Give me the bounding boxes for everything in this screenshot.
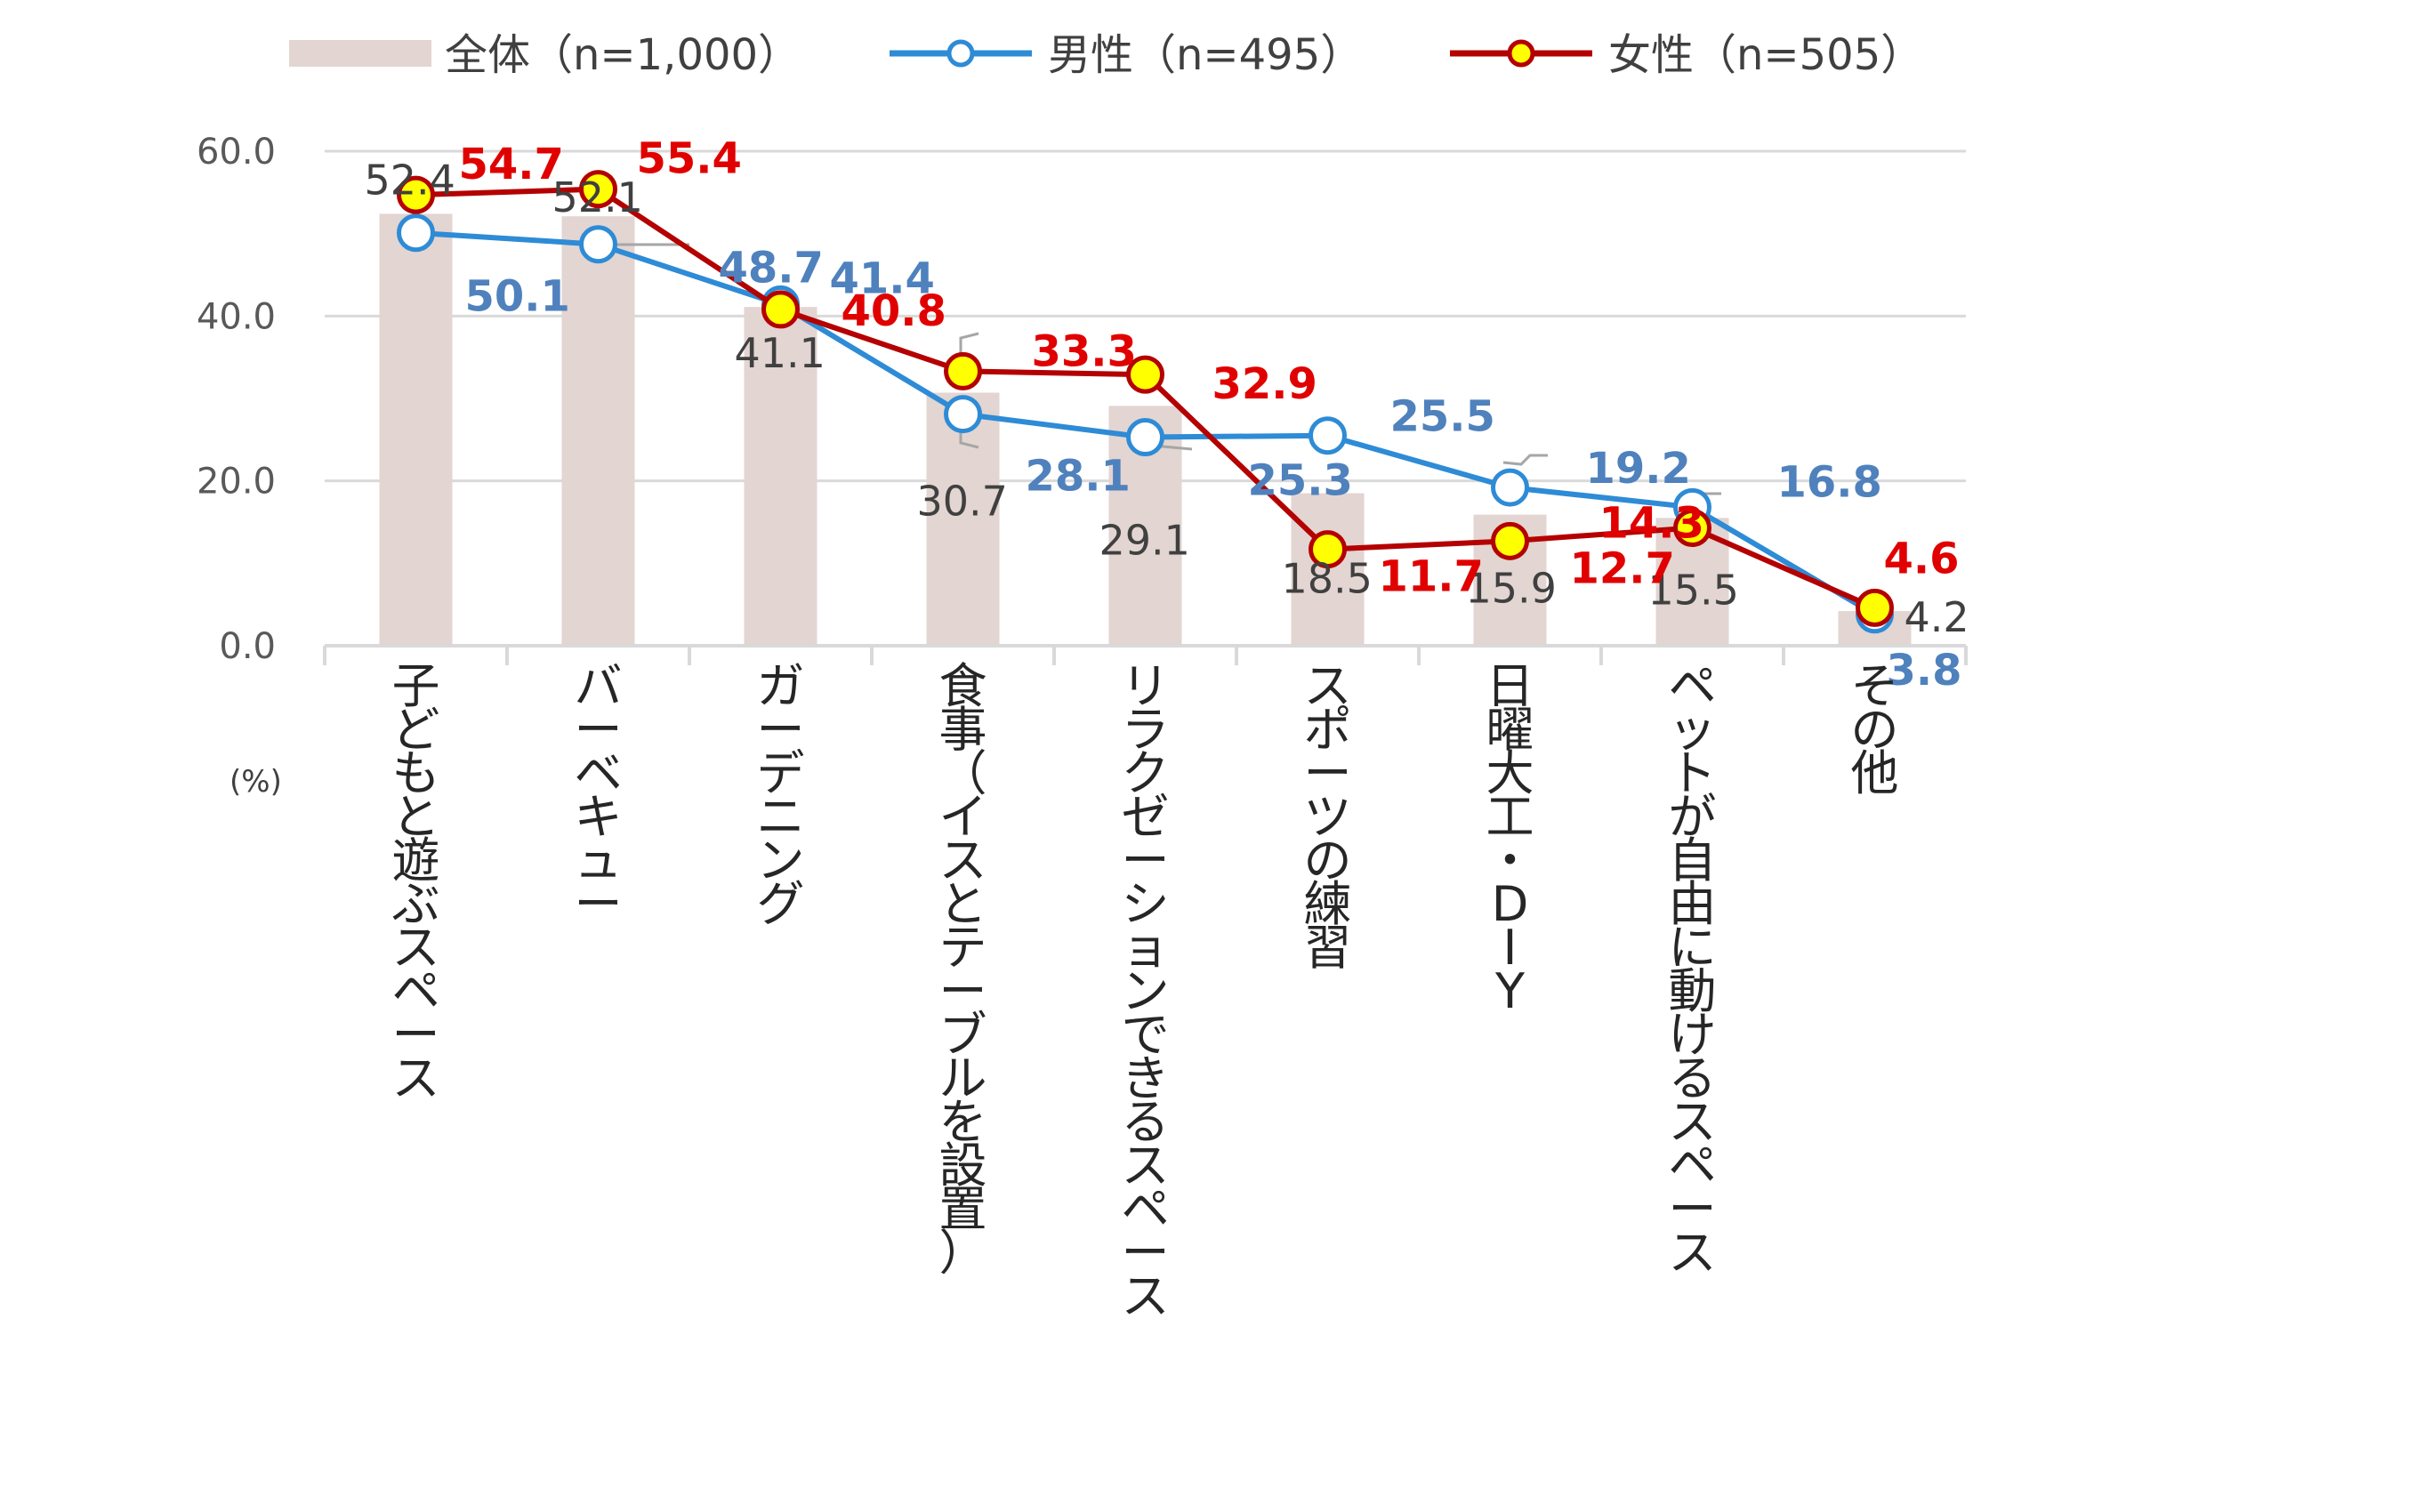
data-label-all: 30.7 [917, 478, 1008, 526]
data-label-male: 25.5 [1390, 392, 1495, 442]
bar-all [926, 392, 1000, 646]
category-label: ペットが自由に動けるスペース [1669, 658, 1717, 1281]
category-label: バーベキュー [575, 658, 623, 932]
data-label-female: 12.7 [1570, 543, 1675, 593]
marker-male [944, 395, 982, 434]
marker-male [397, 213, 435, 253]
data-label-all: 41.1 [735, 329, 825, 377]
data-label-male: 19.2 [1586, 444, 1691, 494]
data-label-all: 4.2 [1905, 593, 1969, 641]
category-label: ガーデニング [757, 658, 805, 932]
label-leader-line [1502, 454, 1548, 466]
y-tick-label: 20.0 [197, 462, 276, 503]
bar-all [561, 216, 635, 646]
y-tick-label: 40.0 [197, 296, 276, 337]
bar-all [379, 213, 453, 646]
category-label: 食事（イスとテーブルを設置） [939, 658, 987, 1281]
unit-label: (%) [230, 764, 282, 800]
marker-female [579, 170, 617, 209]
data-label-female: 33.3 [1032, 326, 1137, 376]
data-label-all: 15.9 [1466, 565, 1557, 613]
data-label-female: 32.9 [1212, 359, 1317, 409]
bar-all [744, 307, 817, 646]
category-label: その他 [1851, 658, 1899, 801]
data-label-female: 11.7 [1379, 552, 1484, 602]
data-label-all: 52.4 [365, 156, 455, 204]
legend-marker-male [946, 39, 975, 68]
data-label-female: 55.4 [637, 134, 742, 184]
bar-all [1291, 493, 1365, 646]
marker-female [944, 351, 982, 390]
marker-female [1126, 355, 1164, 394]
marker-male [579, 225, 617, 264]
marker-male [1491, 468, 1529, 507]
y-tick-label: 60.0 [197, 132, 276, 173]
data-label-male: 25.3 [1248, 456, 1353, 506]
category-label: リラクゼーションできるスペース [1122, 658, 1170, 1324]
marker-female [1309, 530, 1347, 569]
data-label-male: 41.4 [830, 253, 935, 303]
data-label-all: 52.1 [552, 173, 643, 221]
legend-label-all: 全体（n=1,000） [445, 30, 801, 80]
legend-marker-female [1507, 39, 1535, 68]
marker-male [1126, 418, 1164, 457]
data-label-all: 15.5 [1648, 566, 1739, 614]
category-label: 日曜大工・ D I Y [1486, 658, 1534, 1019]
marker-female [1673, 508, 1711, 547]
data-label-male: 3.8 [1887, 646, 1962, 696]
data-label-male: 50.1 [465, 272, 570, 322]
data-label-all: 18.5 [1282, 555, 1373, 603]
marker-male [1309, 416, 1347, 455]
data-label-male: 28.1 [1026, 452, 1131, 502]
data-label-female: 54.7 [459, 140, 564, 189]
data-label-all: 29.1 [1099, 516, 1190, 564]
marker-female [761, 290, 800, 329]
marker-female [397, 175, 435, 214]
marker-female [1491, 521, 1529, 560]
marker-female [1856, 588, 1894, 627]
data-label-male: 16.8 [1777, 457, 1882, 507]
legend-label-male: 男性（n=495） [1048, 30, 1363, 80]
category-label: スポーツの練習 [1304, 658, 1352, 976]
legend: 全体（n=1,000） 男性（n=495） 女性（n=505） [289, 30, 1923, 80]
legend-label-female: 女性（n=505） [1608, 30, 1923, 80]
data-label-female: 40.8 [842, 286, 946, 336]
legend-swatch-all [289, 40, 431, 67]
data-label-female: 4.6 [1884, 534, 1960, 583]
data-label-female: 14.3 [1599, 498, 1704, 548]
category-label: 子どもと遊ぶスペース [392, 658, 440, 1106]
y-tick-label: 0.0 [219, 626, 276, 667]
data-label-male: 48.7 [719, 244, 824, 294]
